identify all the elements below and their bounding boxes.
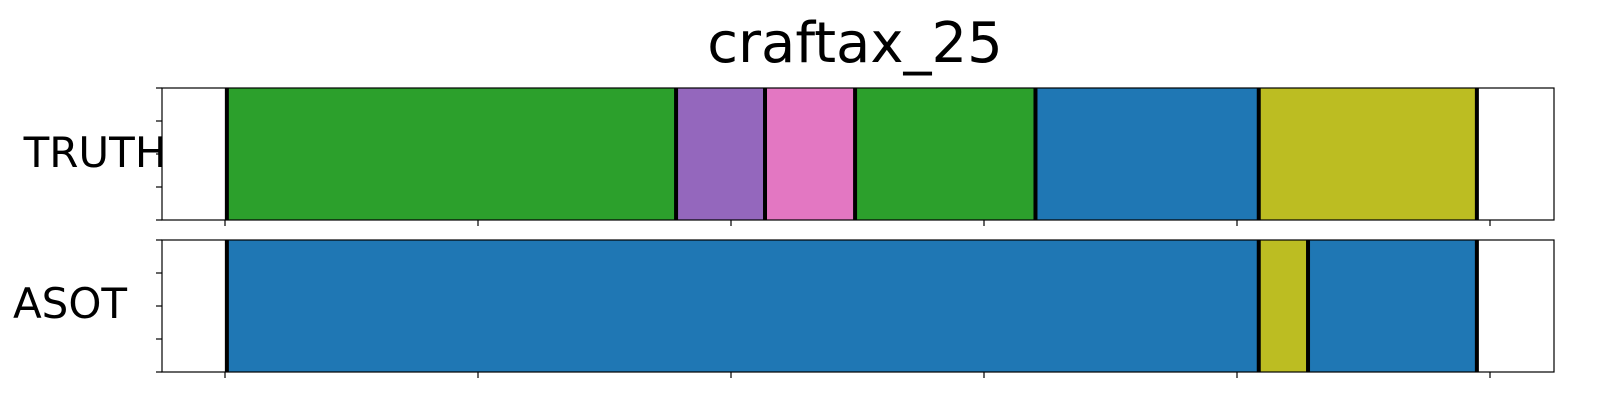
timeline-row-asot: ASOT [13, 239, 1555, 378]
segment-bar [226, 240, 1259, 372]
segment-bar [226, 88, 677, 220]
segment-bar [1258, 88, 1477, 220]
segment-bar [1258, 240, 1309, 372]
segment-bar [1035, 88, 1259, 220]
chart-title: craftax_25 [707, 11, 1003, 76]
segment-bar [765, 88, 856, 220]
chart-rows: TRUTH ASOT [13, 87, 1555, 378]
segment-bar [855, 88, 1036, 220]
row-label: TRUTH [23, 128, 167, 177]
segment-bar [1308, 240, 1477, 372]
row-label: ASOT [13, 279, 127, 328]
segment-bar [676, 88, 766, 220]
timeline-row-truth: TRUTH [23, 87, 1555, 226]
